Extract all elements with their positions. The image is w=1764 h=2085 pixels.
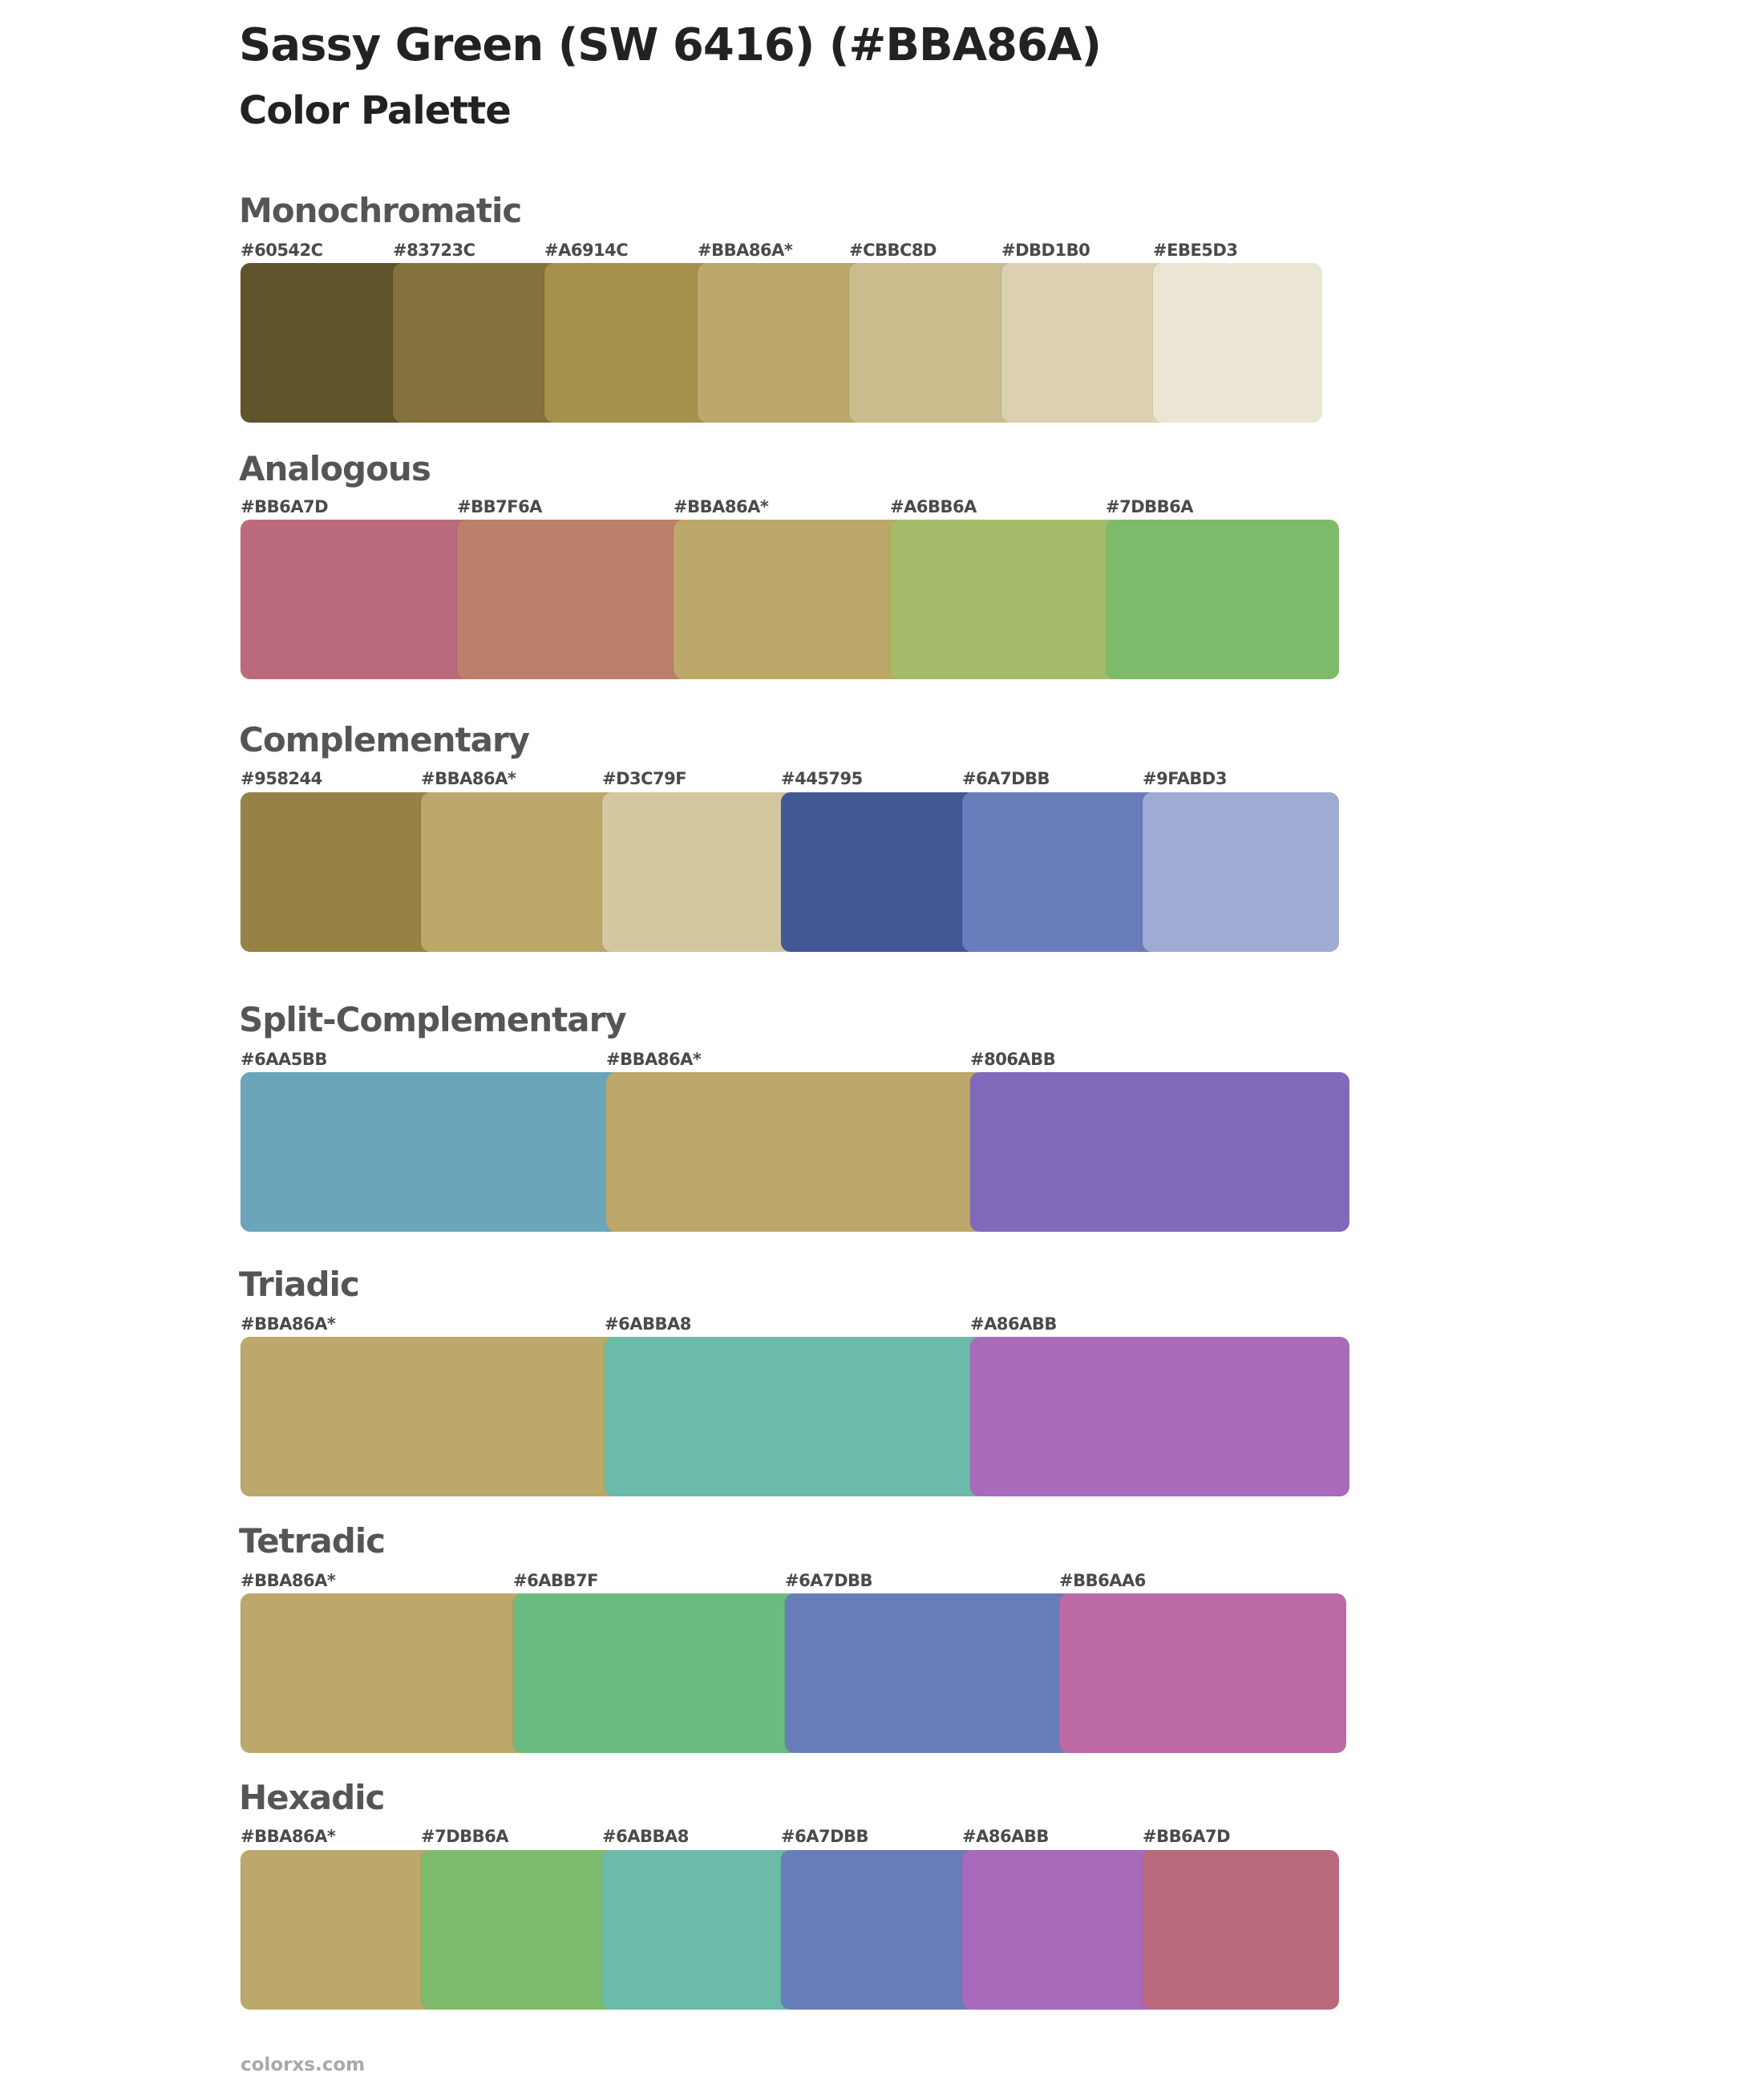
swatch-hex-label: #BBA86A* <box>241 1314 336 1334</box>
swatch-hex-label: #6A7DBB <box>785 1571 873 1590</box>
color-swatch[interactable] <box>602 792 797 952</box>
color-swatch[interactable] <box>674 520 906 679</box>
color-swatch[interactable] <box>457 520 690 679</box>
color-swatch[interactable] <box>606 1072 986 1232</box>
swatch-hex-label: #445795 <box>781 769 863 788</box>
swatch-hex-label: #9FABD3 <box>1143 769 1227 788</box>
swatch-hex-label: #6A7DBB <box>781 1827 869 1846</box>
swatch-hex-label: #BBA86A* <box>241 1827 336 1846</box>
color-swatch[interactable] <box>849 263 1018 423</box>
swatch-hex-label: #7DBB6A <box>1106 497 1194 516</box>
swatch-hex-label: #D3C79F <box>602 769 687 788</box>
color-swatch[interactable] <box>890 520 1122 679</box>
swatch-hex-label: #7DBB6A <box>421 1827 509 1846</box>
color-swatch[interactable] <box>781 792 978 952</box>
swatch-hex-label: #BB6A7D <box>1143 1827 1231 1846</box>
color-swatch[interactable] <box>962 1850 1159 2010</box>
color-swatch[interactable] <box>241 1072 622 1232</box>
section-title: Tetradic <box>239 1521 386 1561</box>
section-title: Complementary <box>239 720 530 759</box>
color-swatch[interactable] <box>393 263 560 423</box>
color-swatch[interactable] <box>241 792 437 952</box>
color-swatch[interactable] <box>241 1850 437 2010</box>
color-swatch[interactable] <box>241 1337 621 1496</box>
page-subtitle: Color Palette <box>239 88 512 133</box>
color-swatch[interactable] <box>1001 263 1169 423</box>
color-swatch[interactable] <box>1143 792 1339 952</box>
swatch-hex-label: #BBA86A* <box>674 497 769 516</box>
color-swatch[interactable] <box>513 1593 801 1753</box>
swatch-hex-label: #6ABBA8 <box>605 1314 691 1334</box>
color-swatch[interactable] <box>241 263 409 423</box>
color-swatch[interactable] <box>698 263 865 423</box>
color-swatch[interactable] <box>781 1850 978 2010</box>
swatch-hex-label: #6ABBA8 <box>602 1827 689 1846</box>
swatch-hex-label: #6A7DBB <box>962 769 1050 788</box>
swatch-hex-label: #BBA86A* <box>698 241 793 260</box>
swatch-hex-label: #EBE5D3 <box>1153 241 1238 260</box>
swatch-hex-label: #A86ABB <box>970 1314 1057 1334</box>
section-title: Monochromatic <box>239 191 522 230</box>
footer-site-link[interactable]: colorxs.com <box>241 2055 366 2075</box>
swatch-hex-label: #BBA86A* <box>606 1050 702 1069</box>
swatch-hex-label: #BB7F6A <box>457 497 542 516</box>
section-title: Analogous <box>239 449 431 488</box>
color-swatch[interactable] <box>962 792 1159 952</box>
swatch-hex-label: #A86ABB <box>962 1827 1049 1846</box>
swatch-hex-label: #806ABB <box>970 1050 1056 1069</box>
color-swatch[interactable] <box>1059 1593 1346 1753</box>
swatch-hex-label: #BB6A7D <box>241 497 329 516</box>
swatch-hex-label: #A6BB6A <box>890 497 977 516</box>
swatch-hex-label: #BB6AA6 <box>1059 1571 1146 1590</box>
color-swatch[interactable] <box>785 1593 1075 1753</box>
color-swatch[interactable] <box>544 263 714 423</box>
color-swatch[interactable] <box>1106 520 1339 679</box>
section-title: Split-Complementary <box>239 1000 627 1039</box>
swatch-hex-label: #DBD1B0 <box>1001 241 1090 260</box>
color-swatch[interactable] <box>970 1072 1349 1232</box>
swatch-hex-label: #6ABB7F <box>513 1571 598 1590</box>
color-swatch[interactable] <box>421 792 618 952</box>
color-swatch[interactable] <box>602 1850 797 2010</box>
section-title: Triadic <box>239 1265 360 1304</box>
swatch-hex-label: #6AA5BB <box>241 1050 327 1069</box>
color-swatch[interactable] <box>421 1850 618 2010</box>
page-title: Sassy Green (SW 6416) (#BBA86A) <box>239 19 1102 71</box>
swatch-hex-label: #60542C <box>241 241 323 260</box>
section-title: Hexadic <box>239 1778 385 1817</box>
color-swatch[interactable] <box>605 1337 986 1496</box>
swatch-hex-label: #A6914C <box>544 241 629 260</box>
swatch-hex-label: #CBBC8D <box>849 241 937 260</box>
swatch-hex-label: #BBA86A* <box>241 1571 336 1590</box>
color-swatch[interactable] <box>241 1593 529 1753</box>
color-swatch[interactable] <box>970 1337 1349 1496</box>
swatch-hex-label: #BBA86A* <box>421 769 516 788</box>
color-swatch[interactable] <box>1143 1850 1339 2010</box>
swatch-hex-label: #958244 <box>241 769 322 788</box>
color-swatch[interactable] <box>241 520 473 679</box>
swatch-hex-label: #83723C <box>393 241 475 260</box>
color-swatch[interactable] <box>1153 263 1322 423</box>
